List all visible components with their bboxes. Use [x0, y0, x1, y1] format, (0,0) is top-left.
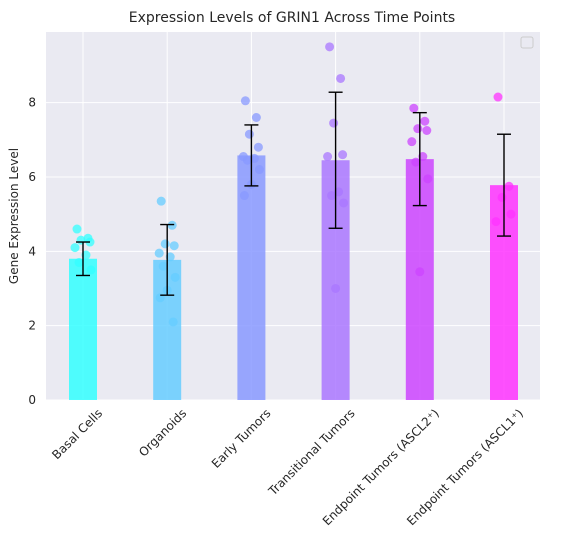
- error-bar: [412, 111, 427, 207]
- error-bar: [76, 241, 90, 277]
- data-point: [156, 196, 166, 206]
- data-point: [411, 157, 421, 167]
- y-tick-labels: 0 2 4 6 8: [28, 96, 36, 407]
- data-point: [413, 124, 423, 134]
- data-point: [339, 198, 349, 208]
- data-point: [422, 126, 432, 136]
- plot-area: [46, 32, 540, 400]
- data-point: [251, 112, 261, 122]
- data-point: [334, 187, 344, 197]
- data-point: [415, 267, 425, 277]
- legend-box: [520, 36, 534, 49]
- data-point: [338, 150, 348, 160]
- bar: [69, 258, 97, 400]
- data-point: [423, 174, 433, 184]
- y-tick-label: 8: [28, 96, 36, 110]
- error-bar: [328, 91, 343, 229]
- data-point: [70, 243, 80, 253]
- data-point: [504, 181, 514, 191]
- data-point: [409, 103, 419, 113]
- data-point: [154, 248, 164, 258]
- data-point: [331, 283, 341, 293]
- error-bars: [76, 91, 511, 296]
- data-point: [336, 73, 346, 83]
- data-point: [74, 257, 84, 267]
- data-point: [244, 129, 254, 139]
- x-tick-label: Basal Cells: [49, 406, 105, 462]
- error-bar: [244, 124, 259, 187]
- y-tick-label: 6: [28, 170, 36, 184]
- data-point: [329, 118, 339, 128]
- data-point: [169, 241, 179, 251]
- data-point: [165, 252, 175, 262]
- data-point: [327, 191, 337, 201]
- data-point: [239, 191, 249, 201]
- x-tick-label: Organoids: [136, 406, 189, 459]
- x-tick-label: Early Tumors: [209, 406, 274, 471]
- data-point: [76, 235, 86, 245]
- data-points: [70, 42, 516, 327]
- data-point: [160, 239, 170, 249]
- x-tick-labels: Basal Cells Organoids Early TumorsTransiti…: [49, 406, 526, 528]
- y-tick-label: 4: [28, 244, 36, 258]
- chart-title: Expression Levels of GRIN1 Across Time P…: [129, 10, 455, 26]
- error-bar: [497, 133, 511, 237]
- data-point: [242, 155, 252, 165]
- data-point: [158, 261, 168, 271]
- data-point: [420, 116, 430, 126]
- data-point: [86, 265, 96, 275]
- y-tick-label: 0: [28, 393, 36, 407]
- data-point: [249, 153, 259, 163]
- data-point: [254, 165, 264, 175]
- data-point: [167, 220, 177, 230]
- data-point: [325, 42, 335, 52]
- data-point: [418, 152, 428, 162]
- data-point: [81, 250, 91, 260]
- error-bar: [160, 223, 175, 296]
- y-axis-label: Gene Expression Level: [7, 148, 21, 284]
- data-point: [407, 137, 417, 147]
- data-point: [506, 209, 516, 219]
- data-point: [497, 192, 507, 202]
- data-point: [240, 96, 250, 106]
- data-point: [253, 142, 263, 152]
- data-point: [72, 224, 82, 234]
- x-tick-label: Transitional Tumors: [265, 406, 358, 499]
- data-point: [168, 317, 178, 327]
- bars: [69, 155, 518, 400]
- data-point: [323, 152, 333, 162]
- y-tick-label: 2: [28, 319, 36, 333]
- data-point: [170, 272, 180, 282]
- data-point: [493, 92, 503, 102]
- data-point: [491, 217, 501, 227]
